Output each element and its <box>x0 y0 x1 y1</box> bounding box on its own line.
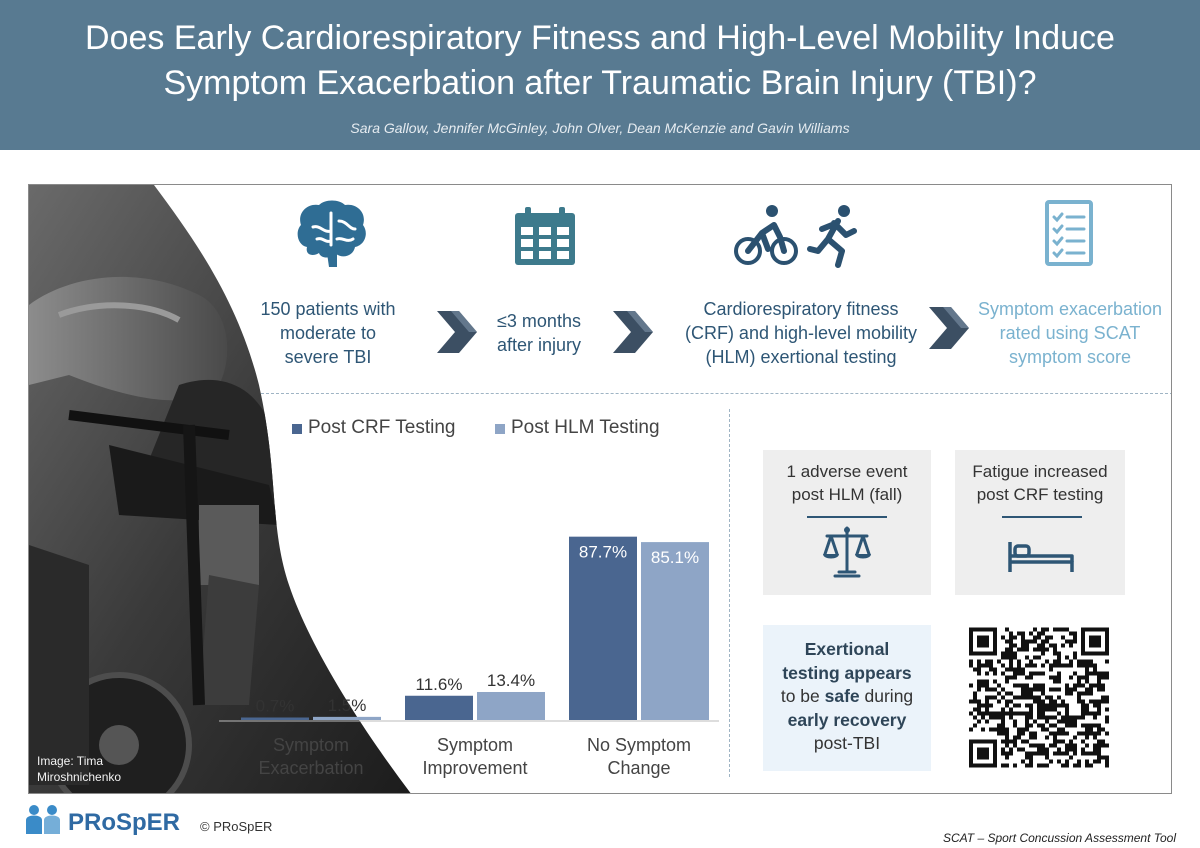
data-label-hlm-2: 85.1% <box>651 548 699 567</box>
data-label-crf-0: 0.7% <box>256 697 295 716</box>
data-label-hlm-0: 1.5% <box>328 696 367 715</box>
image-credit-line-2: Miroshnichenko <box>37 770 122 784</box>
chevron-right-icon <box>613 311 653 353</box>
conclusion-safe: safe <box>824 686 860 706</box>
scales-icon <box>823 526 871 578</box>
step-testing-line-2: (CRF) and high-level mobility <box>684 323 918 343</box>
step-timing-line-2: after injury <box>496 335 582 355</box>
legend-crf: Post CRF Testing <box>308 417 456 438</box>
step-patients: 150 patients with moderate to severe TBI <box>248 297 408 369</box>
conclusion-line-3: to be safe during <box>763 685 931 709</box>
step-timing: ≤3 months after injury <box>469 309 609 357</box>
brain-icon <box>297 200 366 267</box>
category-label-2-1: Change <box>607 758 670 778</box>
bar-crf-1 <box>405 695 473 720</box>
bar-crf-2 <box>569 536 637 720</box>
prosper-logo[interactable]: PRoSpER <box>22 800 192 840</box>
box-divider <box>1002 516 1082 518</box>
conclusion-line-5: post-TBI <box>813 733 881 753</box>
step-testing-line-3: (HLM) exertional testing <box>705 347 897 367</box>
adverse-line-1: 1 adverse event <box>786 462 908 481</box>
step-patients-line-3: severe TBI <box>284 347 372 367</box>
checklist-icon <box>1045 200 1093 266</box>
conclusion-line-2: testing appears <box>782 662 912 683</box>
category-label-0-1: Exacerbation <box>258 758 363 778</box>
step-rating-line-3: symptom score <box>1008 347 1132 367</box>
category-label-1-0: Symptom <box>437 735 513 755</box>
header-banner: Does Early Cardiorespiratory Fitness and… <box>0 0 1200 150</box>
copyright: © PRoSpER <box>200 819 273 834</box>
fatigue-line-2: post CRF testing <box>976 485 1104 504</box>
page-title: Does Early Cardiorespiratory Fitness and… <box>0 16 1200 106</box>
data-label-hlm-1: 13.4% <box>487 671 535 690</box>
vertical-divider <box>729 409 730 777</box>
box-divider <box>807 516 887 518</box>
conclusion-line-1: Exertional <box>804 639 890 659</box>
legend-swatch-hlm <box>495 424 505 434</box>
title-line-2: Symptom Exacerbation after Traumatic Bra… <box>163 64 1037 102</box>
conclusion-box: Exertional testing appears to be safe du… <box>763 625 931 771</box>
fatigue-text: Fatigue increased post CRF testing <box>955 460 1125 506</box>
chevron-right-icon <box>929 307 969 349</box>
adverse-event-box: 1 adverse event post HLM (fall) <box>763 450 931 595</box>
step-timing-line-1: ≤3 months <box>497 311 581 331</box>
image-credit-line-1: Image: Tima <box>37 754 104 768</box>
title-line-1: Does Early Cardiorespiratory Fitness and… <box>85 19 1115 57</box>
qr-code[interactable] <box>969 625 1109 770</box>
bar-hlm-0 <box>313 716 381 720</box>
data-label-crf-1: 11.6% <box>416 675 463 694</box>
legend-hlm: Post HLM Testing <box>511 417 660 438</box>
image-credit: Image: Tima Miroshnichenko <box>37 753 121 785</box>
fatigue-line-1: Fatigue increased <box>972 462 1108 481</box>
conclusion-text: Exertional testing appears to be safe du… <box>763 638 931 756</box>
cycling-running-icon <box>734 205 857 268</box>
category-label-1-1: Improvement <box>422 758 527 778</box>
exercise-bike-photo <box>29 185 412 793</box>
adverse-event-text: 1 adverse event post HLM (fall) <box>763 460 931 506</box>
category-label-2-0: No Symptom <box>587 735 691 755</box>
conclusion-line-4: early recovery <box>787 709 907 730</box>
footnote: SCAT – Sport Concussion Assessment Tool <box>943 831 1176 845</box>
category-label-0-0: Symptom <box>273 735 349 755</box>
calendar-icon <box>515 207 575 265</box>
horizontal-divider <box>261 393 1171 394</box>
legend-swatch-crf <box>292 424 302 434</box>
fatigue-box: Fatigue increased post CRF testing <box>955 450 1125 595</box>
step-testing: Cardiorespiratory fitness (CRF) and high… <box>651 297 951 369</box>
logo-text: PRoSpER <box>68 809 180 836</box>
conclusion-line-3c: during <box>859 686 914 706</box>
step-rating-line-1: Symptom exacerbation <box>977 299 1163 319</box>
step-patients-line-2: moderate to <box>279 323 377 343</box>
conclusion-line-3a: to be <box>780 686 825 706</box>
step-rating: Symptom exacerbation rated using SCAT sy… <box>965 297 1171 369</box>
bar-chart: 0.7% 1.5% Symptom Exacerbation 11.6% 13.4% Sym… <box>219 536 719 778</box>
adverse-line-2: post HLM (fall) <box>791 485 903 504</box>
bar-hlm-2 <box>641 542 709 720</box>
chevron-right-icon <box>437 311 477 353</box>
authors: Sara Gallow, Jennifer McGinley, John Olv… <box>350 120 850 136</box>
bar-crf-0 <box>241 717 309 720</box>
infographic-panel: Image: Tima Miroshnichenko <box>28 184 1172 794</box>
bar-hlm-1 <box>477 691 545 720</box>
data-label-crf-2: 87.7% <box>579 543 627 562</box>
bed-icon <box>1008 542 1074 572</box>
step-patients-line-1: 150 patients with <box>260 299 396 319</box>
step-rating-line-2: rated using SCAT <box>999 323 1141 343</box>
step-testing-line-1: Cardiorespiratory fitness <box>703 299 899 319</box>
